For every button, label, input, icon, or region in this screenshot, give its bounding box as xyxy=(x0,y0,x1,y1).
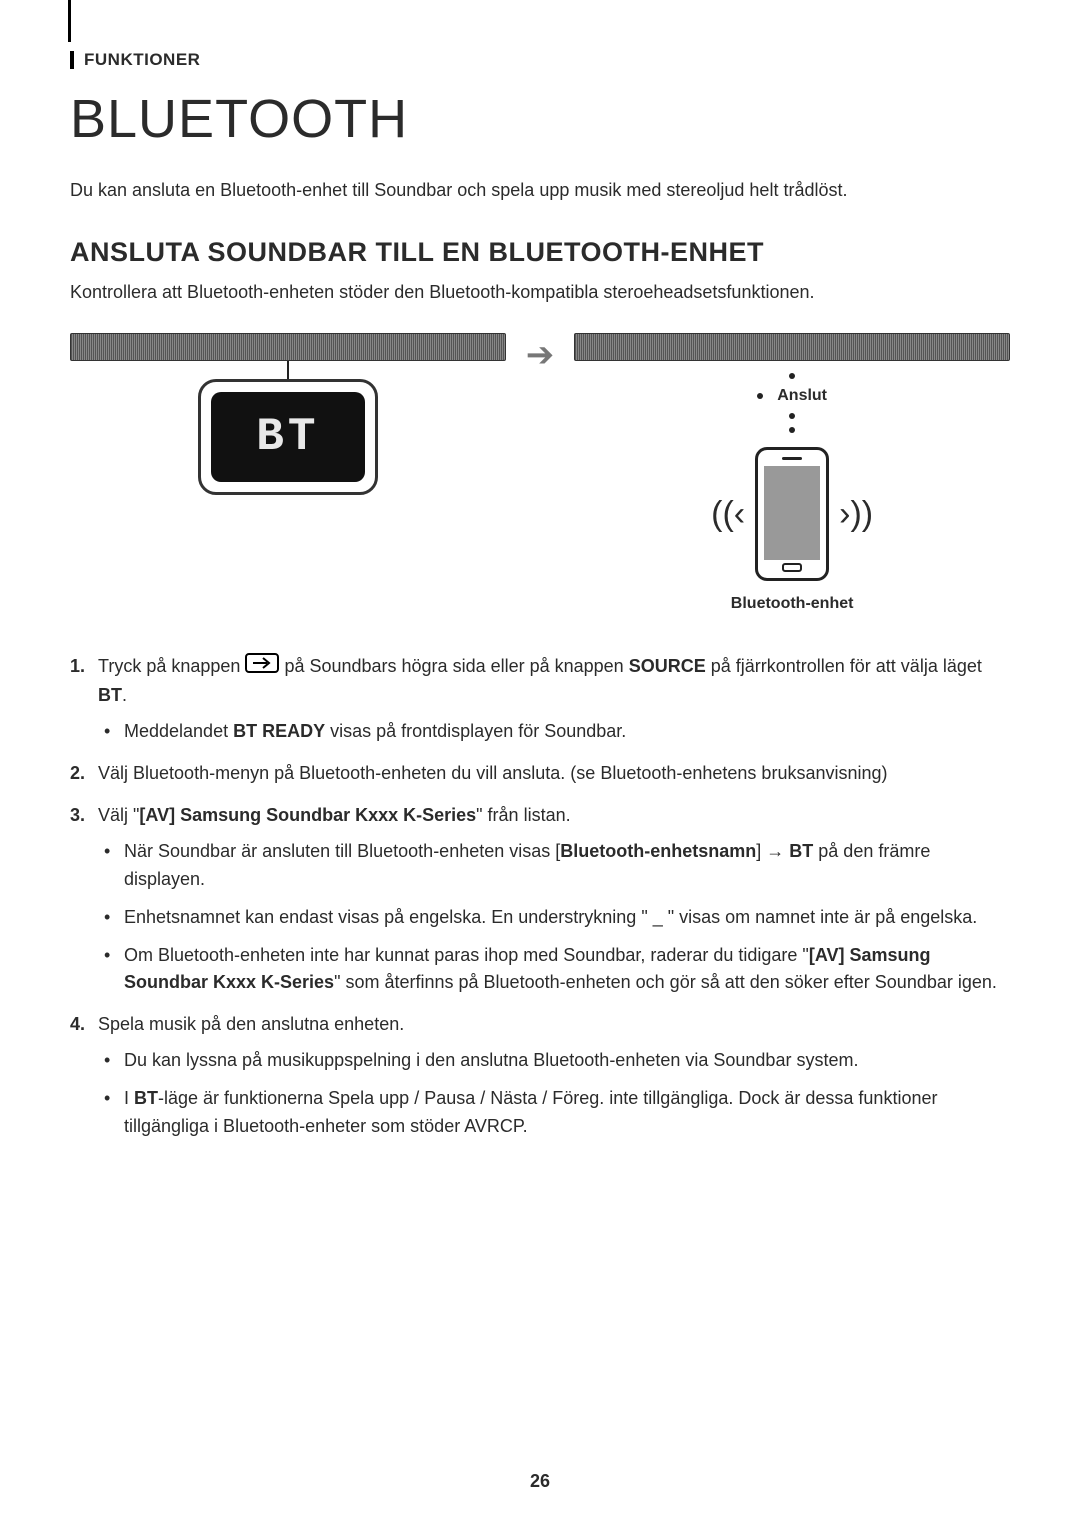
bluetooth-device-label: Bluetooth-enhet xyxy=(731,595,854,613)
step3-bullet1: När Soundbar är ansluten till Bluetooth-… xyxy=(98,838,1010,894)
step1-text-a: Tryck på knappen xyxy=(98,657,245,677)
dot-icon xyxy=(757,393,763,399)
connection-dots: Anslut xyxy=(757,373,827,433)
dot-icon xyxy=(789,427,795,433)
section-label: FUNKTIONER xyxy=(84,50,200,70)
phone-screen xyxy=(764,466,820,560)
step1-source-bold: SOURCE xyxy=(629,657,706,677)
step-1: Tryck på knappen på Soundbars högra sida… xyxy=(70,653,1010,746)
step1-text-c: på fjärrkontrollen för att välja läget xyxy=(711,657,982,677)
s4b2-bold: BT xyxy=(134,1088,158,1108)
soundbar-right-graphic xyxy=(574,333,1010,361)
s1b1-b: visas på frontdisplayen för Soundbar. xyxy=(325,721,626,741)
step1-text-d: . xyxy=(122,685,127,705)
s3b3-a: Om Bluetooth-enheten inte har kunnat par… xyxy=(124,945,809,965)
s3-a: Välj " xyxy=(98,805,139,825)
soundbar-left-graphic xyxy=(70,333,506,361)
s3-b: " från listan. xyxy=(476,805,570,825)
page-number: 26 xyxy=(0,1471,1080,1492)
arrow-right-icon: ➔ xyxy=(526,335,555,375)
s4b2-b: -läge är funktionerna Spela upp / Pausa … xyxy=(124,1088,937,1136)
step-3: Välj "[AV] Samsung Soundbar Kxxx K-Serie… xyxy=(70,802,1010,997)
source-button-icon xyxy=(245,653,279,682)
step4-bullet2: I BT-läge är funktionerna Spela upp / Pa… xyxy=(98,1085,1010,1141)
step1-text-b: på Soundbars högra sida eller på knappen xyxy=(284,657,628,677)
step3-bullets: När Soundbar är ansluten till Bluetooth-… xyxy=(98,838,1010,997)
wave-left-icon: ((‹ xyxy=(711,495,745,534)
bt-display: BT xyxy=(211,392,365,482)
diagram-left: BT xyxy=(70,333,506,495)
step1-bt-bold: BT xyxy=(98,685,122,705)
steps-list: Tryck på knappen på Soundbars högra sida… xyxy=(70,653,1010,1140)
step4-bullet1: Du kan lyssna på musikuppspelning i den … xyxy=(98,1047,1010,1075)
dot-icon xyxy=(789,413,795,419)
wave-right-icon: ›)) xyxy=(839,495,873,534)
page-title: BLUETOOTH xyxy=(70,88,1010,150)
step2-text: Välj Bluetooth-menyn på Bluetooth-enhete… xyxy=(98,763,888,783)
bt-display-frame: BT xyxy=(198,379,378,495)
step4-bullets: Du kan lyssna på musikuppspelning i den … xyxy=(98,1047,1010,1141)
s3-bold: [AV] Samsung Soundbar Kxxx K-Series xyxy=(139,805,476,825)
section-label-row: FUNKTIONER xyxy=(70,50,1010,70)
s3b1-a: När Soundbar är ansluten till Bluetooth-… xyxy=(124,841,560,861)
step1-bullets: Meddelandet BT READY visas på frontdispl… xyxy=(98,718,1010,746)
phone-row: ((‹ ›)) xyxy=(711,447,873,581)
section-bar xyxy=(70,51,74,69)
step3-bullet2: Enhetsnamnet kan endast visas på engelsk… xyxy=(98,904,1010,932)
s3b1-mid: ] → xyxy=(756,841,789,861)
anslut-label: Anslut xyxy=(777,387,827,405)
intro-text: Du kan ansluta en Bluetooth-enhet till S… xyxy=(70,178,1010,203)
s1b1-bold: BT READY xyxy=(233,721,325,741)
subintro-text: Kontrollera att Bluetooth-enheten stöder… xyxy=(70,280,1010,305)
subtitle: ANSLUTA SOUNDBAR TILL EN BLUETOOTH-ENHET xyxy=(70,237,1010,268)
step4-text: Spela musik på den anslutna enheten. xyxy=(98,1014,404,1034)
s3b3-b: " som återfinns på Bluetooth-enheten och… xyxy=(334,972,997,992)
step3-bullet3: Om Bluetooth-enheten inte har kunnat par… xyxy=(98,942,1010,998)
s3b1-bold1: Bluetooth-enhetsnamn xyxy=(560,841,756,861)
page-content: FUNKTIONER BLUETOOTH Du kan ansluta en B… xyxy=(0,0,1080,1195)
s3b1-bold2: BT xyxy=(789,841,813,861)
phone-graphic xyxy=(755,447,829,581)
s1b1-a: Meddelandet xyxy=(124,721,233,741)
callout-stem xyxy=(287,361,289,379)
diagram-right: Anslut ((‹ ›)) Bluetooth-enhet xyxy=(574,333,1010,613)
s4b2-a: I xyxy=(124,1088,134,1108)
dot-icon xyxy=(789,373,795,379)
connection-diagram: BT ➔ Anslut ((‹ ›)) Bluetoo xyxy=(70,333,1010,613)
step-4: Spela musik på den anslutna enheten. Du … xyxy=(70,1011,1010,1141)
step1-bullet1: Meddelandet BT READY visas på frontdispl… xyxy=(98,718,1010,746)
step-2: Välj Bluetooth-menyn på Bluetooth-enhete… xyxy=(70,760,1010,788)
page-top-rule xyxy=(68,0,71,42)
